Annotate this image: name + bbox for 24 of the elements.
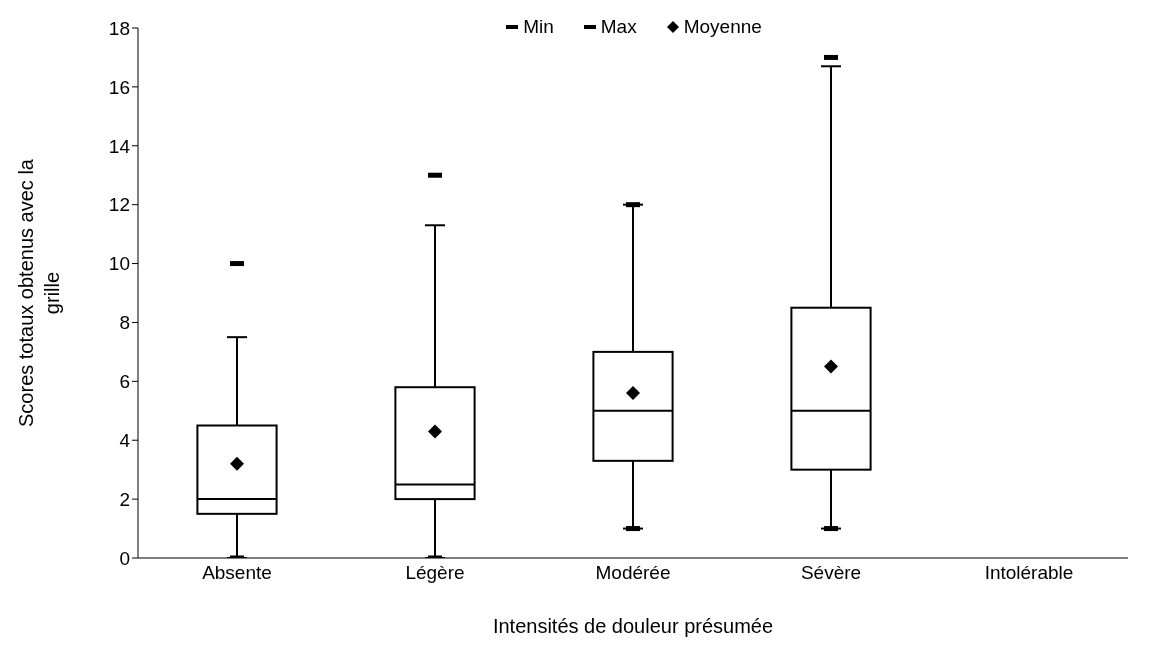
point (626, 386, 640, 401)
point (428, 424, 442, 439)
y-tick-label: 16 (108, 76, 130, 98)
point (230, 456, 244, 471)
y-tick-label: 14 (108, 135, 131, 157)
point (824, 359, 838, 374)
y-tick-label: 6 (119, 371, 130, 393)
y-tick-label: 4 (119, 429, 131, 451)
x-tick-label: Légère (405, 562, 465, 584)
x-tick-label: Sévère (800, 562, 862, 584)
x-tick-label: Intolérable (984, 562, 1074, 584)
legend-label: Min (522, 16, 554, 38)
y-tick-label: 18 (108, 17, 130, 39)
y-axis-title: Scores totaux obtenus avec la grille (14, 158, 64, 428)
y-tick-label: 0 (119, 547, 130, 569)
y-tick-label: 10 (108, 253, 130, 275)
legend-label: Max (599, 16, 637, 38)
x-tick-label: Modérée (595, 562, 671, 584)
y-tick-label: 12 (108, 194, 130, 216)
y-tick-label: 2 (119, 488, 130, 510)
x-tick-label: Absente (202, 562, 272, 584)
y-tick-label: 8 (119, 312, 130, 334)
legend-label: Moyenne (682, 16, 762, 38)
x-axis-title: Intensités de douleur présumée (492, 615, 774, 637)
